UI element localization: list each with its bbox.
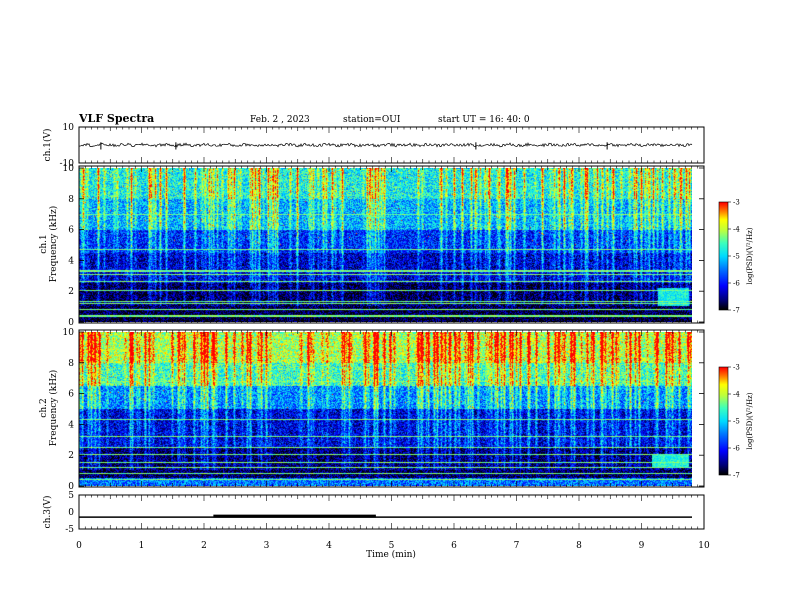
ch3-waveform-frame: [78, 494, 705, 530]
ch1-waveform-frame: [78, 126, 705, 164]
ch1-frequency-axis-label: ch.1Frequency (kHz): [39, 206, 59, 283]
ch1-waveform-line: [78, 142, 693, 148]
x-tick-label: 0: [76, 541, 82, 551]
ch2-spectrogram-ytick-label: 8: [68, 359, 74, 369]
ch1-colorbar-label: log(PSD)(V²/Hz): [746, 227, 754, 284]
x-axis-label: Time (min): [366, 549, 416, 560]
x-tick-label: 9: [639, 541, 645, 551]
ch1-voltage-axis-label: ch.1(V): [42, 129, 53, 162]
ch3-ytick-label: 5: [68, 491, 74, 501]
ch1-spectrogram-ytick-label: 10: [63, 164, 75, 174]
x-tick-label: 10: [698, 541, 710, 551]
ch1-colorbar: [719, 202, 728, 310]
ch3-ytick-label: -5: [65, 525, 74, 535]
ch2-spectrogram-ytick-label: 6: [68, 390, 74, 400]
ch1-ytick-label: -10: [60, 159, 75, 169]
ch3-voltage-axis-label: ch.3(V): [42, 496, 53, 529]
ch2-colorbar-tick-label: -7: [733, 472, 740, 480]
x-tick-label: 4: [326, 541, 332, 551]
ch2-spectrogram-ytick-label: 10: [63, 328, 75, 338]
ch2-colorbar-tick-label: -6: [733, 445, 740, 453]
x-tick-label: 1: [139, 541, 145, 551]
ch1-spectrogram-frame: [78, 165, 705, 324]
ch1-colorbar-tick-label: -4: [733, 226, 740, 234]
start-time-label: start UT = 16: 40: 0: [438, 115, 530, 125]
ch1-spectrogram-ytick-label: 4: [68, 256, 74, 266]
x-tick-label: 5: [389, 541, 395, 551]
x-tick-label: 6: [451, 541, 457, 551]
ch2-frequency-axis-label: ch.2Frequency (kHz): [39, 370, 59, 447]
ch2-colorbar: [719, 367, 728, 475]
ch3-ytick-label: 0: [68, 508, 74, 518]
ch1-colorbar-tick-label: -6: [733, 280, 740, 288]
ch1-colorbar-tick-label: -5: [733, 253, 740, 261]
ch2-spectrogram: [79, 332, 692, 486]
date-label: Feb. 2 , 2023: [250, 115, 310, 125]
ch2-spectrogram-ytick-label: 2: [68, 451, 74, 461]
ch2-spectrogram-ytick-label: 4: [68, 420, 74, 430]
ch1-colorbar-tick-label: -7: [733, 307, 740, 315]
x-tick-label: 2: [201, 541, 207, 551]
ch2-colorbar-label: log(PSD)(V²/Hz): [746, 392, 754, 449]
ch2-colorbar-tick-label: -5: [733, 418, 740, 426]
ch2-spectrogram-frame: [78, 329, 705, 488]
ch1-spectrogram: [79, 168, 692, 322]
ch1-spectrogram-ytick-label: 6: [68, 226, 74, 236]
x-tick-label: 8: [576, 541, 582, 551]
ch1-ytick-label: 10: [63, 123, 75, 133]
x-tick-label: 7: [514, 541, 520, 551]
ch2-colorbar-tick-label: -3: [733, 364, 740, 372]
x-tick-label: 3: [264, 541, 270, 551]
ch1-spectrogram-ytick-label: 8: [68, 195, 74, 205]
ch2-spectrogram-ytick-label: 0: [68, 482, 74, 492]
ch1-colorbar-tick-label: -3: [733, 199, 740, 207]
figure-title: VLF Spectra: [78, 112, 154, 125]
ch1-spectrogram-ytick-label: 0: [68, 318, 74, 328]
ch1-spectrogram-ytick-label: 2: [68, 287, 74, 297]
ch2-colorbar-tick-label: -4: [733, 391, 740, 399]
station-label: station=OUI: [343, 115, 401, 125]
plot-layer: -3-4-5-6-7-3-4-5-6-710-10024681002468105…: [60, 123, 741, 551]
